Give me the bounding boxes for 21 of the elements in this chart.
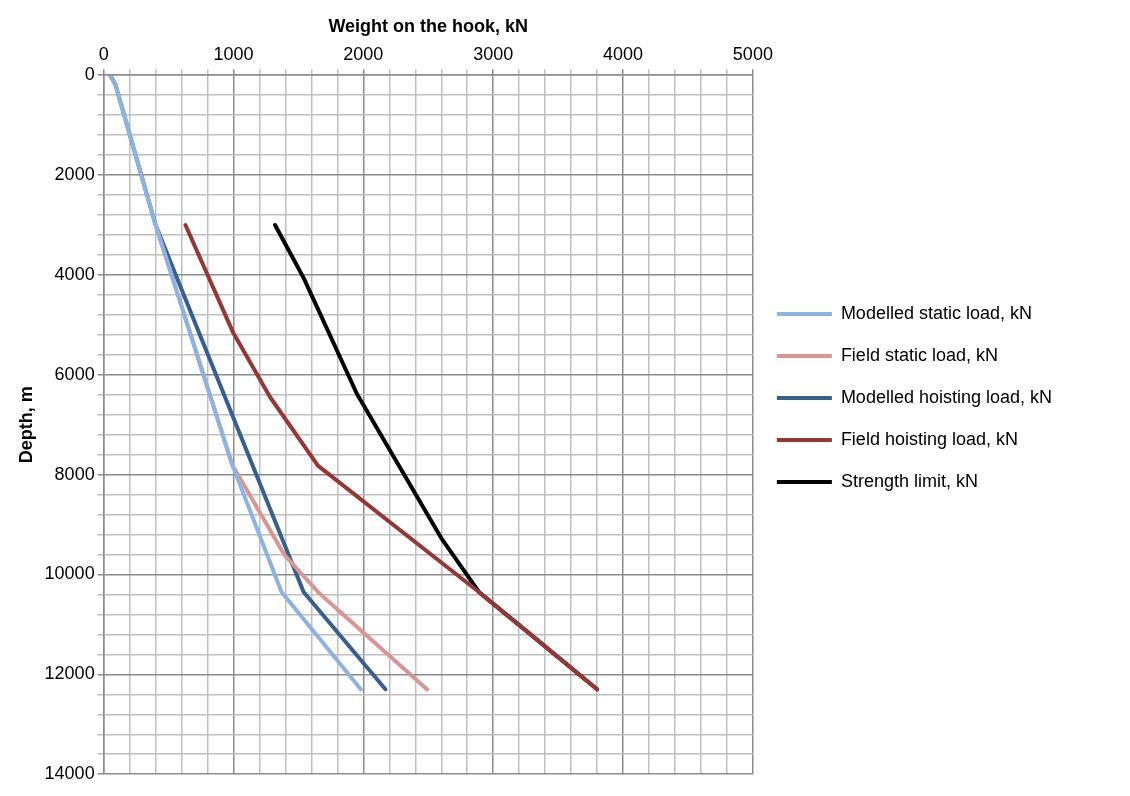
legend-label: Field static load, kN	[840, 344, 998, 365]
x-tick-label: 5000	[732, 44, 773, 65]
legend-label: Field hoisting load, kN	[840, 428, 1018, 449]
legend-label: Strength limit, kN	[840, 470, 978, 491]
x-tick-label: 4000	[603, 44, 644, 65]
x-tick-label: 2000	[343, 44, 384, 65]
y-axis-title: Depth, m	[15, 386, 36, 464]
y-tick-label: 12000	[44, 663, 95, 684]
y-tick-label: 4000	[54, 263, 95, 284]
y-tick-label: 0	[84, 64, 95, 85]
x-tick-label: 0	[98, 44, 109, 65]
x-axis-title: Weight on the hook, kN	[328, 15, 529, 36]
y-tick-label: 10000	[44, 563, 95, 584]
y-tick-label: 6000	[54, 363, 95, 384]
x-tick-label: 3000	[473, 44, 514, 65]
x-tick-label: 1000	[213, 44, 254, 65]
legend-label: Modelled hoisting load, kN	[840, 386, 1052, 407]
y-tick-label: 14000	[44, 763, 95, 784]
legend-label: Modelled static load, kN	[840, 302, 1032, 323]
y-tick-label: 8000	[54, 463, 95, 484]
y-tick-label: 2000	[54, 164, 95, 185]
